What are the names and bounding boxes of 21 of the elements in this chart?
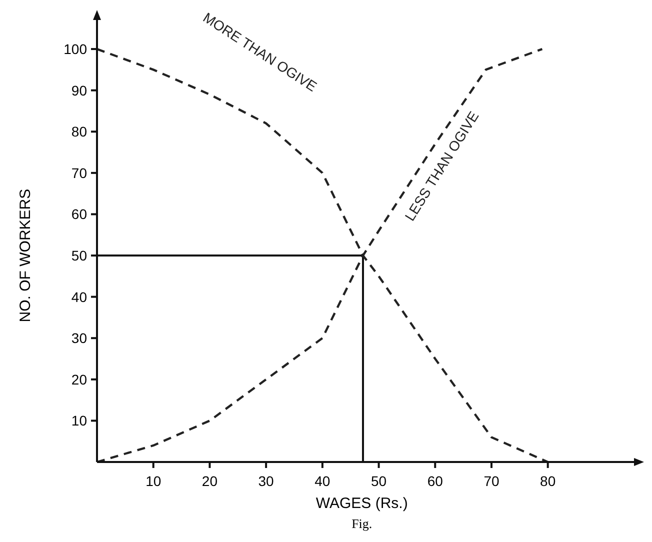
y-tick-label: 90 bbox=[71, 82, 88, 98]
x-tick-label: 30 bbox=[258, 473, 274, 489]
x-tick-label: 10 bbox=[146, 473, 162, 489]
x-tick-label: 80 bbox=[540, 473, 556, 489]
y-tick-label: 60 bbox=[71, 206, 88, 222]
x-tick-label: 40 bbox=[314, 473, 330, 489]
x-tick-label: 70 bbox=[484, 473, 500, 489]
y-axis-title: NO. OF WORKERS bbox=[17, 188, 34, 322]
y-tick-label: 80 bbox=[71, 124, 88, 140]
x-axis-title: WAGES (Rs.) bbox=[316, 495, 408, 512]
y-tick-label: 30 bbox=[71, 330, 88, 346]
x-tick-label: 50 bbox=[370, 473, 387, 489]
text: Fig. bbox=[352, 516, 372, 531]
y-tick-label: 10 bbox=[71, 412, 88, 429]
y-tick-label: 40 bbox=[71, 288, 88, 305]
x-tick-label: 60 bbox=[427, 473, 444, 489]
y-tick-label: 100 bbox=[64, 41, 88, 58]
y-tick-label: 50 bbox=[71, 248, 88, 264]
y-tick-label: 20 bbox=[71, 371, 88, 388]
y-tick-label: 70 bbox=[71, 164, 88, 181]
x-tick-label: 20 bbox=[202, 473, 218, 489]
